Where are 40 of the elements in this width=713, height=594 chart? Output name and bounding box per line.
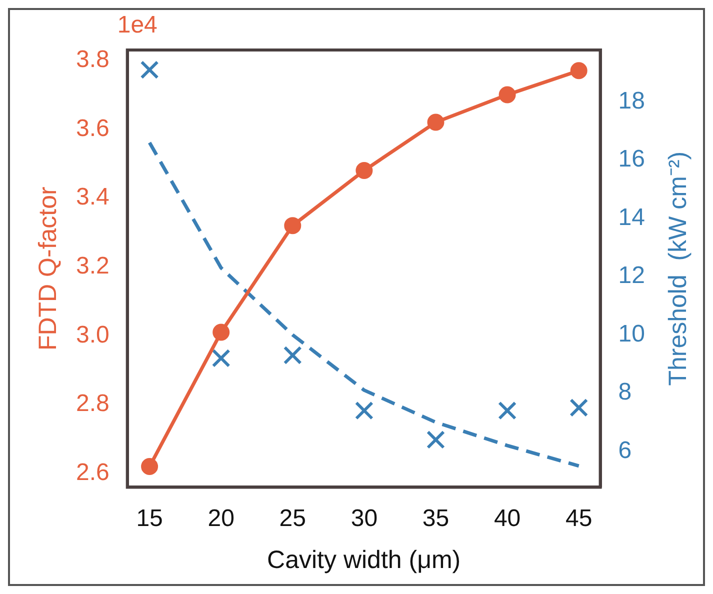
y2-tick-label: 18 <box>618 87 646 114</box>
x-tick-label: 20 <box>208 505 234 532</box>
point <box>498 86 516 104</box>
x-tick-label: 40 <box>494 505 521 532</box>
point <box>212 324 230 341</box>
text: 1e4 <box>117 12 158 39</box>
line-series <box>148 140 581 468</box>
y-tick-label: 2.6 <box>76 459 110 486</box>
y-tick-label: 3.2 <box>76 252 110 280</box>
y2-tick-label: 10 <box>618 320 646 348</box>
point <box>283 346 302 365</box>
x-tick-label: 35 <box>422 505 450 532</box>
y2-tick-label: 6 <box>618 437 632 464</box>
x-tick-label: 30 <box>350 505 378 532</box>
y-tick-label: 3.4 <box>76 184 110 211</box>
point <box>356 162 373 179</box>
y2-axis-title: Threshold (kW cm⁻²) <box>664 151 692 386</box>
point <box>498 401 517 420</box>
y2-tick-label: 16 <box>618 146 646 173</box>
point <box>141 458 158 476</box>
point <box>354 401 374 420</box>
point <box>140 60 159 80</box>
y-tick-label: 2.8 <box>76 390 110 418</box>
point <box>570 398 588 417</box>
point <box>284 217 302 234</box>
x-tick-label: 45 <box>565 505 592 532</box>
point <box>570 62 588 80</box>
point <box>212 348 230 368</box>
y2-tick-label: 8 <box>618 378 632 406</box>
x-tick-label: 25 <box>279 505 306 532</box>
y2-tick-label: 14 <box>618 204 646 231</box>
y-axis-title: FDTD Q-factor <box>34 186 62 351</box>
point <box>426 430 446 449</box>
x-axis-title: Cavity width (μm) <box>267 546 461 574</box>
y-tick-label: 3.6 <box>76 114 110 142</box>
y2-tick-label: 12 <box>618 262 646 290</box>
y-tick-label: 3.8 <box>76 46 110 73</box>
y-tick-label: 3.0 <box>76 321 110 348</box>
x-tick-label: 15 <box>136 505 163 532</box>
point <box>427 114 444 131</box>
